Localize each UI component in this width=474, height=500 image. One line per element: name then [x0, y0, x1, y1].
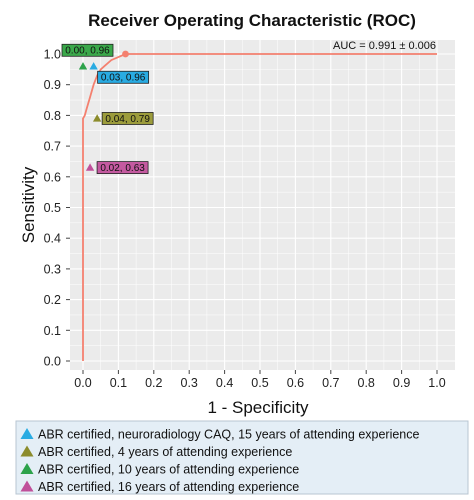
y-axis-title: Sensitivity — [19, 166, 38, 243]
x-tick-label: 0.4 — [216, 376, 233, 390]
reader-point-label-box — [96, 161, 149, 174]
reader-point-marker — [89, 62, 98, 70]
reader-point-marker — [85, 163, 95, 171]
reader-point-label: 0.00, 0.96 — [65, 46, 110, 57]
legend: ABR certified, neuroradiology CAQ, 15 ye… — [20, 428, 420, 494]
legend-marker-icon — [20, 428, 34, 439]
legend-item-label: ABR certified, 4 years of attending expe… — [38, 445, 292, 459]
plot-panel — [70, 40, 455, 370]
y-tick-label: 0.1 — [44, 324, 61, 338]
y-tick-label: 0.8 — [44, 109, 61, 123]
reader-point-label: 0.02, 0.63 — [100, 163, 145, 174]
reader-point-label-box — [61, 43, 114, 57]
reader-point-label: 0.04, 0.79 — [105, 114, 150, 125]
x-tick-label: 0.5 — [251, 376, 268, 390]
legend-marker-icon — [20, 463, 34, 474]
reader-point-marker — [78, 62, 88, 70]
x-tick-label: 0.2 — [145, 376, 162, 390]
x-tick-label: 0.3 — [181, 376, 198, 390]
x-tick-label: 0.6 — [287, 376, 304, 390]
y-axis-ticks: 0.0 0.1 0.2 0.3 0.4 0.5 0.6 0.7 0.8 0.9 1.0 — [44, 48, 70, 369]
x-tick-label: 0.7 — [322, 376, 339, 390]
roc-highlight-point — [122, 50, 129, 58]
reader-point-label-box — [101, 112, 154, 125]
legend-item-label: ABR certified, 10 years of attending exp… — [38, 463, 299, 477]
roc-curve-line — [82, 53, 437, 361]
roc-curve-layer — [82, 50, 437, 361]
legend-box — [15, 420, 469, 495]
legend-item-label: ABR certified, 16 years of attending exp… — [38, 480, 299, 494]
grid-lines — [70, 40, 455, 370]
x-axis-ticks: 0.0 0.1 0.2 0.3 0.4 0.5 0.6 0.7 0.8 0.9 1.0 — [74, 370, 446, 390]
x-axis-title: 1 - Specificity — [207, 398, 309, 417]
reader-point-marker — [92, 114, 102, 122]
y-tick-label: 0.6 — [44, 170, 61, 184]
y-tick-label: 0.2 — [44, 293, 61, 307]
legend-marker-icon — [20, 480, 34, 492]
x-tick-label: 0.1 — [110, 376, 127, 390]
x-tick-label: 1.0 — [428, 376, 445, 390]
y-tick-label: 0.3 — [44, 262, 61, 276]
chart-title: Receiver Operating Characteristic (ROC) — [88, 11, 416, 30]
y-tick-label: 0.7 — [44, 140, 61, 154]
y-tick-label: 0.9 — [44, 78, 61, 92]
y-tick-label: 0.0 — [44, 355, 61, 369]
reader-point-label: 0.03, 0.96 — [101, 73, 146, 84]
y-tick-label: 0.4 — [44, 232, 61, 246]
y-tick-label: 1.0 — [44, 48, 61, 62]
legend-item-label: ABR certified, neuroradiology CAQ, 15 ye… — [38, 428, 420, 442]
x-tick-label: 0.0 — [74, 376, 91, 390]
x-tick-label: 0.9 — [393, 376, 410, 390]
reader-points-layer: 0.03, 0.96 0.04, 0.79 0.00, 0.96 0.02, 0.63 — [61, 43, 154, 174]
y-tick-label: 0.5 — [44, 201, 61, 215]
legend-marker-icon — [20, 445, 34, 457]
auc-annotation: AUC = 0.991 ± 0.006 — [333, 40, 436, 52]
x-tick-label: 0.8 — [358, 376, 375, 390]
reader-point-label-box — [97, 70, 150, 84]
